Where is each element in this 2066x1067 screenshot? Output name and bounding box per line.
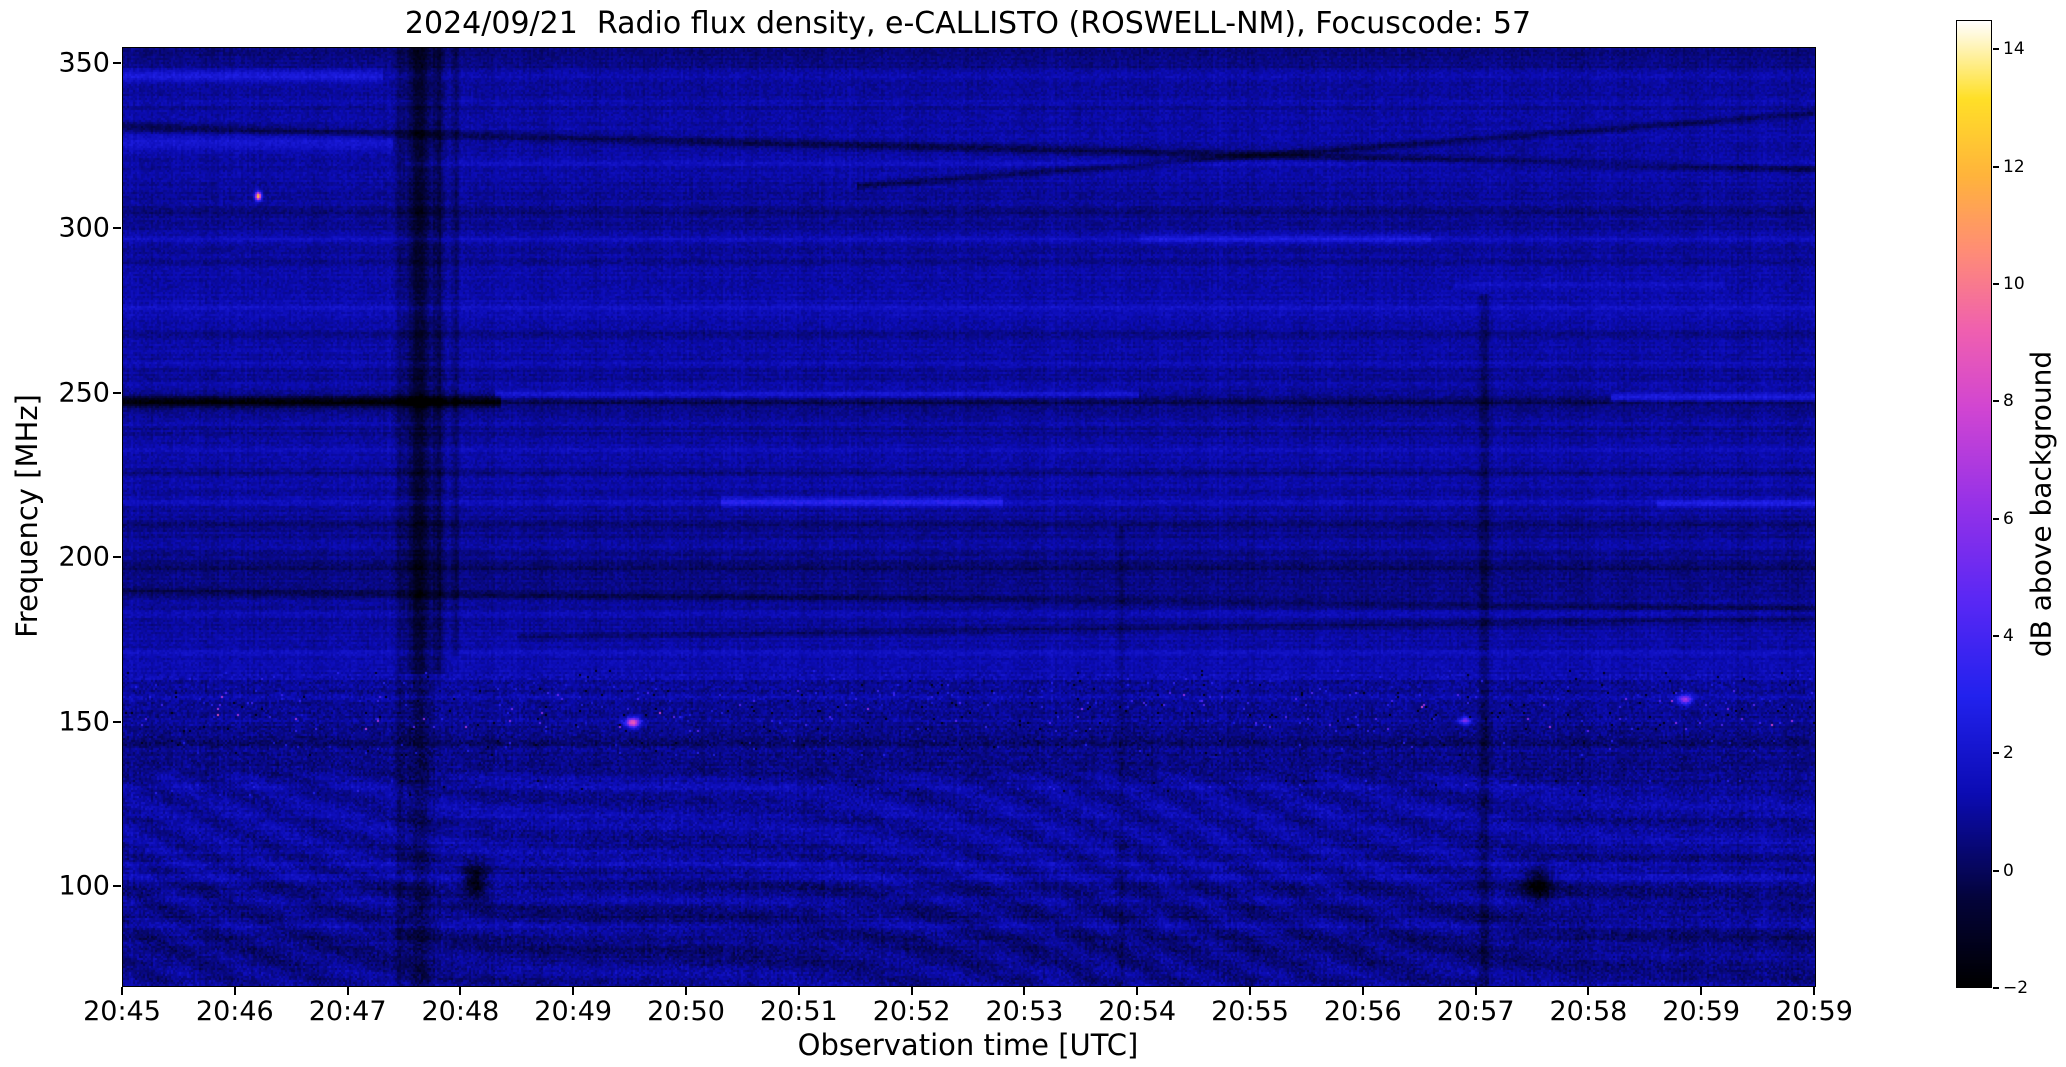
- colorbar: [1956, 20, 1992, 988]
- y-tick-mark: [113, 227, 121, 230]
- x-tick-mark: [797, 987, 800, 995]
- colorbar-tick-mark: [1993, 517, 1999, 520]
- colorbar-tick-mark: [1993, 283, 1999, 285]
- x-tick-label: 20:56: [1323, 996, 1402, 1027]
- y-tick-mark: [113, 885, 121, 888]
- x-tick-mark: [910, 987, 913, 995]
- colorbar-tick-label: 14: [2003, 39, 2025, 60]
- y-tick-label: 300: [58, 212, 110, 244]
- x-tick-label: 20:52: [872, 996, 951, 1027]
- x-tick-mark: [1023, 987, 1026, 995]
- y-tick-label: 250: [58, 377, 110, 409]
- x-tick-label: 20:54: [1098, 996, 1177, 1027]
- colorbar-tick-mark: [1993, 752, 1999, 755]
- x-tick-label: 20:51: [759, 996, 838, 1027]
- colorbar-tick-label: −2: [2003, 978, 2029, 998]
- y-tick-mark: [113, 720, 121, 723]
- colorbar-tick-label: 2: [2003, 743, 2014, 764]
- spectrogram-heatmap: [123, 48, 1815, 986]
- x-tick-label: 20:53: [985, 996, 1064, 1027]
- x-tick-mark: [121, 987, 123, 995]
- x-tick-mark: [1700, 987, 1703, 995]
- x-tick-label: 20:47: [308, 996, 387, 1027]
- colorbar-tick-label: 12: [2003, 156, 2025, 177]
- colorbar-tick-mark: [1993, 869, 1999, 872]
- x-tick-label: 20:57: [1436, 996, 1515, 1027]
- x-tick-mark: [346, 987, 349, 995]
- x-axis-label: Observation time [UTC]: [797, 1028, 1139, 1062]
- y-tick-mark: [113, 62, 121, 65]
- y-tick-mark: [113, 556, 121, 559]
- x-tick-mark: [1361, 987, 1364, 995]
- colorbar-tick-label: 6: [2003, 508, 2014, 529]
- x-tick-label: 20:59: [1775, 996, 1853, 1027]
- x-tick-mark: [1249, 987, 1251, 995]
- x-tick-mark: [1813, 987, 1815, 995]
- x-tick-mark: [572, 987, 575, 995]
- x-tick-mark: [459, 987, 462, 995]
- x-tick-mark: [233, 987, 236, 995]
- colorbar-tick-label: 0: [2003, 860, 2014, 881]
- colorbar-tick-label: 4: [2003, 626, 2014, 646]
- x-tick-label: 20:45: [83, 996, 161, 1027]
- colorbar-tick-label: 10: [2003, 274, 2025, 294]
- plot-area: [122, 47, 1816, 987]
- colorbar-gradient: [1957, 21, 1991, 987]
- x-tick-mark: [1474, 987, 1477, 995]
- y-axis-label: Frequency [MHz]: [10, 394, 44, 638]
- y-tick-label: 200: [58, 541, 110, 573]
- x-tick-mark: [1136, 987, 1139, 995]
- y-tick-label: 100: [58, 870, 110, 902]
- chart-title: 2024/09/21 Radio flux density, e-CALLIST…: [404, 6, 1532, 41]
- x-tick-label: 20:58: [1549, 996, 1628, 1027]
- x-tick-mark: [685, 987, 687, 995]
- x-tick-label: 20:59: [1662, 996, 1741, 1027]
- colorbar-tick-label: 8: [2003, 391, 2014, 412]
- colorbar-tick-mark: [1993, 48, 1999, 51]
- y-tick-label: 350: [58, 47, 110, 79]
- x-tick-mark: [1587, 987, 1590, 995]
- y-tick-label: 150: [58, 706, 110, 738]
- colorbar-tick-mark: [1993, 400, 1999, 403]
- x-tick-label: 20:55: [1211, 996, 1289, 1027]
- x-tick-label: 20:49: [534, 996, 613, 1027]
- x-tick-label: 20:48: [421, 996, 500, 1027]
- colorbar-tick-mark: [1993, 635, 1999, 637]
- x-tick-label: 20:46: [195, 996, 274, 1027]
- y-tick-mark: [113, 391, 121, 394]
- colorbar-label: dB above background: [2024, 350, 2058, 658]
- colorbar-tick-mark: [1993, 165, 1999, 168]
- x-tick-label: 20:50: [647, 996, 725, 1027]
- colorbar-tick-mark: [1993, 987, 1999, 989]
